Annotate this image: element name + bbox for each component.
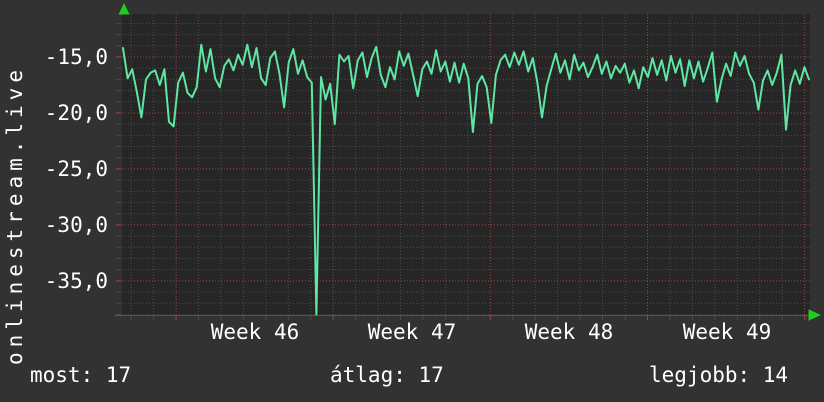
x-axis-label: Week 47: [367, 320, 457, 344]
x-axis-label: Week 49: [682, 320, 772, 344]
x-axis-arrow-icon: [808, 309, 821, 321]
plot-area: [122, 14, 810, 315]
series-line: [122, 43, 810, 316]
y-axis-label: -20,0: [44, 101, 108, 125]
x-axis-label: Week 48: [524, 320, 614, 344]
stat-atlag: átlag: 17: [330, 363, 444, 387]
y-axis-label: -30,0: [44, 213, 108, 237]
y-axis-arrow-icon: [118, 3, 130, 15]
stat-most: most: 17: [30, 363, 132, 387]
stat-legjobb: legjobb: 14: [649, 363, 789, 387]
y-axis-label: -15,0: [44, 45, 108, 69]
x-axis-label: Week 46: [210, 320, 300, 344]
y-axis-label: -35,0: [44, 269, 108, 293]
y-axis-label: -25,0: [44, 157, 108, 181]
